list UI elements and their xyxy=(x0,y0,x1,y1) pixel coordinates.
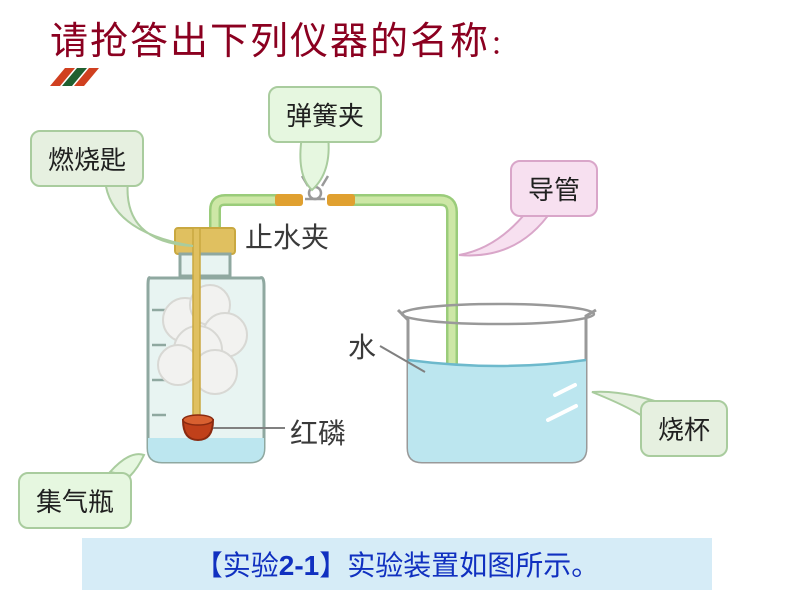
title-text: 请抢答出下列仪器的名称 xyxy=(50,21,490,63)
label-beaker: 烧杯 xyxy=(640,400,728,457)
footer-caption: 【实验2-1】实验装置如图所示。 xyxy=(82,538,712,590)
diagram-label-redp: 红磷 xyxy=(290,412,346,452)
label-spring-clip: 弹簧夹 xyxy=(268,86,382,143)
footer-num: 2-1 xyxy=(279,550,319,581)
footer-bracket-open: 【 xyxy=(195,551,223,582)
label-tube: 导管 xyxy=(510,160,598,217)
title-colon: ： xyxy=(490,31,518,60)
label-combustion-spoon-text: 燃烧匙 xyxy=(48,146,126,175)
footer-rest: 实验装置如图所示。 xyxy=(347,551,599,582)
label-gas-bottle-text: 集气瓶 xyxy=(36,488,114,517)
diagram-label-stopclip: 止水夹 xyxy=(245,216,329,256)
footer-label: 实验 xyxy=(223,551,279,582)
label-tube-text: 导管 xyxy=(528,176,580,205)
label-combustion-spoon: 燃烧匙 xyxy=(30,130,144,187)
label-spring-clip-text: 弹簧夹 xyxy=(286,102,364,131)
label-beaker-text: 烧杯 xyxy=(658,416,710,445)
page-title: 请抢答出下列仪器的名称： xyxy=(50,10,518,65)
diagram-label-water: 水 xyxy=(348,326,376,366)
accent-icon xyxy=(50,68,100,88)
footer-bracket-close: 】 xyxy=(319,551,347,582)
label-gas-bottle: 集气瓶 xyxy=(18,472,132,529)
